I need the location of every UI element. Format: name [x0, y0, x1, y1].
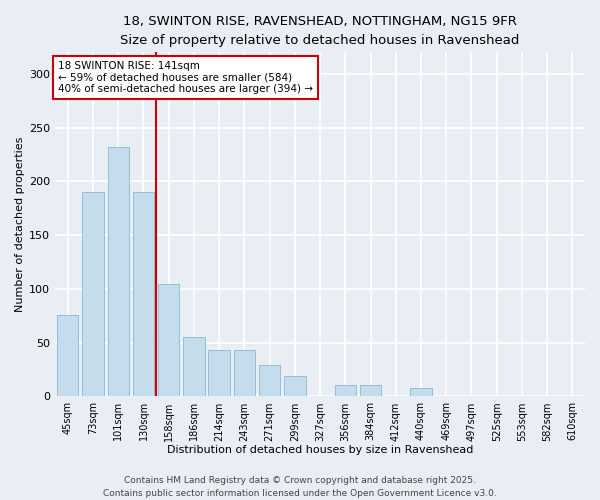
Bar: [233, 350, 255, 397]
X-axis label: Distribution of detached houses by size in Ravenshead: Distribution of detached houses by size …: [167, 445, 473, 455]
Bar: [208, 350, 230, 397]
Title: 18, SWINTON RISE, RAVENSHEAD, NOTTINGHAM, NG15 9FR
Size of property relative to : 18, SWINTON RISE, RAVENSHEAD, NOTTINGHAM…: [121, 15, 520, 47]
Bar: [410, 388, 432, 396]
Text: 18 SWINTON RISE: 141sqm
← 59% of detached houses are smaller (584)
40% of semi-d: 18 SWINTON RISE: 141sqm ← 59% of detache…: [58, 61, 313, 94]
Bar: [284, 376, 305, 396]
Bar: [82, 192, 104, 396]
Y-axis label: Number of detached properties: Number of detached properties: [15, 136, 25, 312]
Bar: [183, 338, 205, 396]
Bar: [57, 314, 79, 396]
Bar: [335, 384, 356, 396]
Bar: [107, 147, 129, 396]
Bar: [133, 192, 154, 396]
Bar: [259, 366, 280, 396]
Text: Contains HM Land Registry data © Crown copyright and database right 2025.
Contai: Contains HM Land Registry data © Crown c…: [103, 476, 497, 498]
Bar: [360, 384, 381, 396]
Bar: [158, 284, 179, 397]
